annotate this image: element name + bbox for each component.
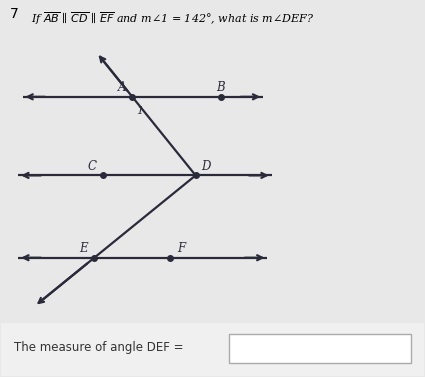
Text: D: D [201, 159, 211, 173]
Text: C: C [88, 159, 96, 173]
Text: The measure of angle DEF =: The measure of angle DEF = [14, 341, 184, 354]
Text: B: B [217, 81, 225, 94]
Bar [1, 323, 424, 375]
Text: F: F [177, 242, 185, 255]
Text: 7: 7 [10, 7, 19, 21]
Text: E: E [79, 242, 88, 255]
Text: A: A [117, 81, 126, 94]
Text: 1: 1 [136, 106, 144, 116]
Bar [230, 334, 411, 363]
Text: If $\overline{AB}$ ∥ $\overline{CD}$ ∥ $\overline{EF}$ and m∠1 = 142°, what is m: If $\overline{AB}$ ∥ $\overline{CD}$ ∥ $… [31, 11, 314, 28]
